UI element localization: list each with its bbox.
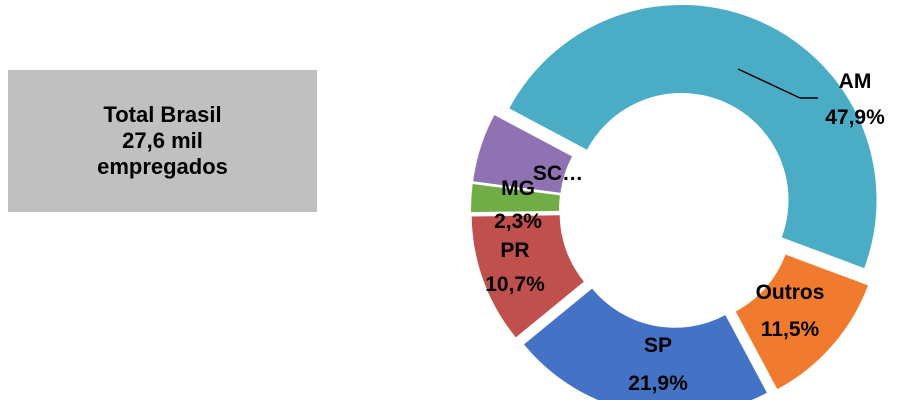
slice-label-am: AM: [839, 70, 872, 93]
donut-slice-outros: [735, 254, 869, 390]
total-title: Total Brasil: [103, 102, 222, 127]
donut-labels: AM 47,9% Outros 11,5% SP 21,9% PR 10,7% MG 2,3% SC…: [485, 70, 885, 395]
am-leader-line: [737, 68, 801, 99]
donut-slice-am: [509, 4, 877, 269]
slice-label-outros: Outros: [756, 281, 825, 304]
donut-slice-sp: [523, 288, 767, 400]
slice-value-mg: 2,3%: [494, 210, 542, 233]
total-summary-box: Total Brasil 27,6 mil empregados: [8, 70, 317, 212]
total-unit: empregados: [97, 154, 228, 179]
slice-label-sc: SC…: [533, 162, 583, 185]
slice-label-pr: PR: [500, 239, 529, 262]
slice-label-sp: SP: [644, 334, 672, 357]
donut-slice-sc: [473, 115, 573, 193]
donut-slices: [471, 4, 877, 400]
slice-label-mg: MG: [501, 177, 535, 200]
slice-value-am: 47,9%: [825, 106, 885, 129]
donut-slice-mg: [471, 183, 560, 213]
slice-value-pr: 10,7%: [485, 273, 545, 296]
total-value: 27,6 mil: [122, 128, 203, 153]
donut-slice-pr: [471, 215, 584, 338]
slice-value-outros: 11,5%: [761, 318, 820, 341]
slice-value-sp: 21,9%: [628, 372, 688, 395]
